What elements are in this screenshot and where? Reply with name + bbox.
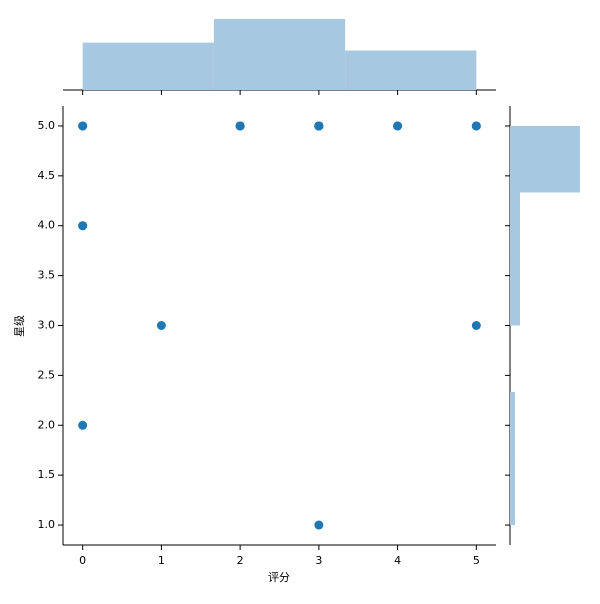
x-tick-label: 5 xyxy=(473,554,480,567)
histogram-bar xyxy=(510,192,520,259)
point xyxy=(235,121,245,131)
point xyxy=(156,321,166,330)
point xyxy=(393,121,403,131)
y-tick-label: 3.5 xyxy=(38,269,56,282)
x-tick-label: 3 xyxy=(315,554,322,567)
histogram-bar xyxy=(82,42,214,90)
histogram-bar xyxy=(510,392,515,459)
x-axis-label: 评分 xyxy=(268,571,290,584)
y-tick-label: 3.0 xyxy=(38,319,56,332)
x-tick-label: 4 xyxy=(394,554,401,567)
y-tick-label: 1.5 xyxy=(38,468,56,481)
point xyxy=(314,520,324,530)
y-axis-label: 星级 xyxy=(13,315,26,337)
x-tick-label: 2 xyxy=(237,554,244,567)
histogram-bar xyxy=(345,50,477,90)
x-tick-label: 0 xyxy=(79,554,86,567)
point xyxy=(471,321,481,330)
point xyxy=(471,121,481,131)
histogram-bar xyxy=(510,125,580,193)
y-tick-label: 4.5 xyxy=(38,169,56,182)
point xyxy=(78,121,88,131)
x-tick-label: 1 xyxy=(158,554,165,567)
histogram-bar xyxy=(213,19,346,90)
y-tick-label: 2.5 xyxy=(38,368,56,381)
point xyxy=(78,420,88,430)
histogram-bar xyxy=(510,458,515,526)
histogram-bar xyxy=(510,258,520,326)
point xyxy=(78,221,88,231)
y-tick-label: 4.0 xyxy=(38,219,56,232)
point xyxy=(314,121,324,131)
y-tick-label: 2.0 xyxy=(38,418,56,431)
y-tick-label: 5.0 xyxy=(38,119,56,132)
y-tick-label: 1.0 xyxy=(38,518,56,531)
